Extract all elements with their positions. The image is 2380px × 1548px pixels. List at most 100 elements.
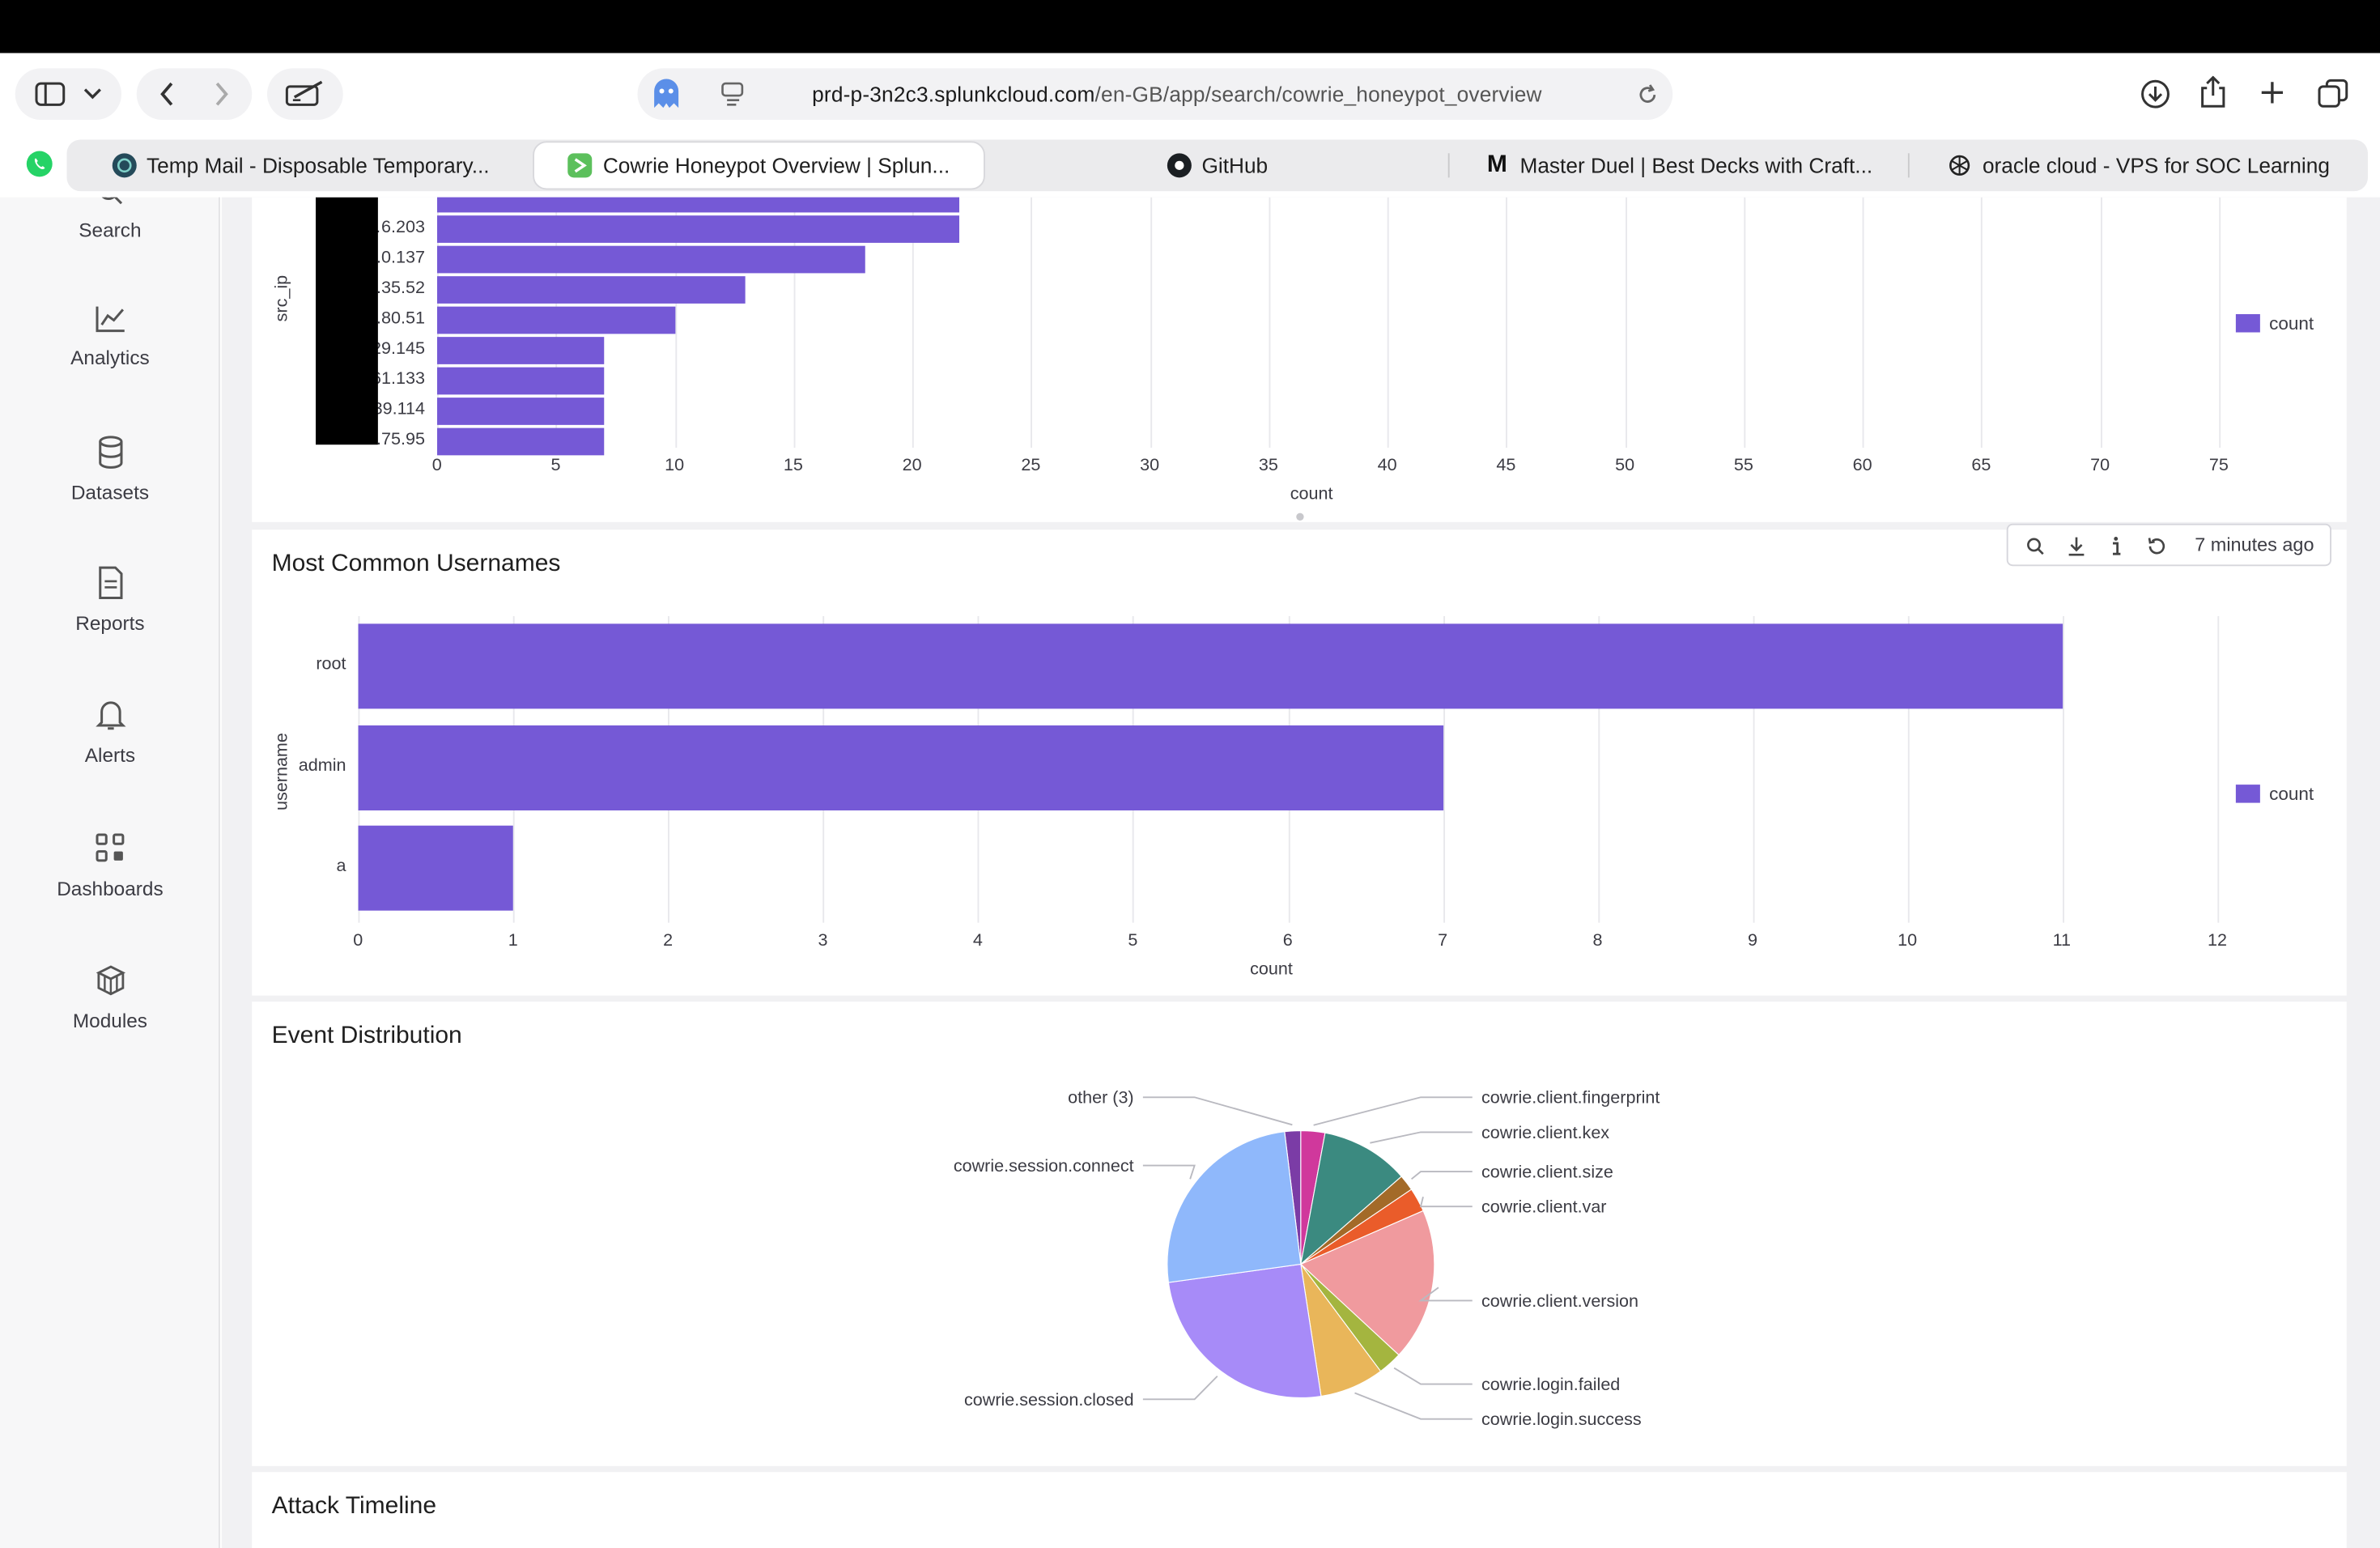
tab-temp-mail[interactable]: Temp Mail - Disposable Temporary... bbox=[67, 139, 535, 191]
bar bbox=[437, 337, 604, 364]
address-bar[interactable]: prd-p-3n2c3.splunkcloud.com/en-GB/app/se… bbox=[637, 68, 1673, 121]
leader-line bbox=[1142, 1376, 1218, 1401]
refresh-icon[interactable] bbox=[2146, 536, 2167, 557]
gridline bbox=[1031, 197, 1033, 448]
gridline bbox=[793, 197, 796, 448]
info-icon[interactable] bbox=[2110, 536, 2122, 557]
temp-mail-favicon bbox=[111, 153, 136, 178]
download-icon[interactable] bbox=[2068, 536, 2086, 557]
x-tick-label: 45 bbox=[1496, 457, 1516, 475]
url-text: prd-p-3n2c3.splunkcloud.com/en-GB/app/se… bbox=[812, 82, 1542, 106]
sidebar-item-label: Modules bbox=[72, 1009, 147, 1032]
x-tick-label: 70 bbox=[2090, 457, 2110, 475]
bar bbox=[437, 197, 960, 212]
x-tick-label: 1 bbox=[508, 931, 518, 950]
url-host: prd-p-3n2c3.splunkcloud.com bbox=[812, 82, 1095, 107]
dashboard-grid-icon bbox=[95, 833, 124, 862]
gridline bbox=[1443, 616, 1445, 923]
gridline bbox=[1597, 616, 1600, 923]
pie-slice[interactable] bbox=[1300, 1132, 1403, 1265]
tab-cowrie-honeypot-overview[interactable]: Cowrie Honeypot Overview | Splun... bbox=[533, 141, 985, 190]
gridline bbox=[1506, 197, 1508, 448]
sidebar-item-dashboards[interactable]: Dashboards bbox=[0, 831, 219, 900]
legend-label: count bbox=[2269, 313, 2314, 334]
downloads-icon[interactable] bbox=[2140, 79, 2171, 108]
x-tick-label: 10 bbox=[665, 457, 685, 475]
x-tick-label: 11 bbox=[2052, 931, 2071, 950]
leader-line bbox=[1142, 1096, 1293, 1126]
bar bbox=[358, 825, 513, 911]
tab-master-duel[interactable]: M Master Duel | Best Decks with Craft... bbox=[1450, 139, 1908, 191]
sidebar-item-modules[interactable]: Modules bbox=[0, 963, 219, 1032]
pie-label: cowrie.client.size bbox=[1481, 1162, 1613, 1182]
x-tick-label: 55 bbox=[1733, 457, 1753, 475]
x-tick-label: 75 bbox=[2208, 457, 2229, 475]
bar bbox=[437, 215, 960, 242]
page-menu-icon[interactable] bbox=[721, 82, 746, 106]
gridline bbox=[2219, 197, 2221, 448]
history-nav bbox=[136, 68, 253, 121]
leader-line bbox=[1313, 1096, 1473, 1126]
tab-bar: Temp Mail - Disposable Temporary... Cowr… bbox=[0, 136, 2380, 198]
gridline bbox=[1744, 197, 1746, 448]
tab-github[interactable]: GitHub bbox=[985, 139, 1450, 191]
leader-line bbox=[1411, 1171, 1473, 1180]
sidebar-toggle-button[interactable] bbox=[15, 68, 121, 121]
bell-icon bbox=[95, 701, 125, 730]
back-icon[interactable] bbox=[159, 82, 175, 106]
x-tick-label: 8 bbox=[1592, 931, 1603, 950]
sidebar-item-alerts[interactable]: Alerts bbox=[0, 698, 219, 767]
pie-label: cowrie.client.fingerprint bbox=[1481, 1087, 1660, 1108]
gridline bbox=[2062, 616, 2064, 923]
tab-oracle-cloud[interactable]: oracle cloud - VPS for SOC Learning bbox=[1910, 139, 2368, 191]
app-sidebar: Search Analytics Datasets Reports Alerts… bbox=[0, 197, 220, 1548]
x-axis-label: count bbox=[1250, 960, 1293, 980]
sidebar-item-reports[interactable]: Reports bbox=[0, 566, 219, 635]
x-tick-label: 25 bbox=[1021, 457, 1041, 475]
x-tick-label: 7 bbox=[1438, 931, 1448, 950]
url-path: /en-GB/app/search/cowrie_honeypot_overvi… bbox=[1094, 82, 1542, 107]
panel-title: Most Common Usernames bbox=[271, 551, 561, 577]
search-icon bbox=[100, 197, 122, 205]
new-tab-icon[interactable] bbox=[2260, 80, 2284, 104]
bar bbox=[437, 306, 675, 334]
event-pie-chart: other (3) cowrie.client.fingerprint cowrie… bbox=[954, 1087, 1660, 1429]
tab-overview-icon[interactable] bbox=[2318, 79, 2348, 108]
whatsapp-icon[interactable] bbox=[26, 151, 53, 178]
pie-slice[interactable] bbox=[1167, 1131, 1302, 1283]
search-icon[interactable] bbox=[2026, 538, 2045, 555]
resize-handle[interactable] bbox=[1296, 512, 1304, 521]
bar bbox=[358, 725, 1443, 810]
x-tick-label: 0 bbox=[353, 931, 363, 950]
leader-line bbox=[1370, 1131, 1473, 1144]
tab-separator bbox=[1907, 153, 1910, 178]
x-tick-label: 65 bbox=[1971, 457, 1991, 475]
sidebar-item-analytics[interactable]: Analytics bbox=[0, 304, 219, 369]
pie-label: cowrie.login.success bbox=[1481, 1409, 1642, 1429]
x-tick-label: 5 bbox=[1128, 931, 1138, 950]
pie-slice[interactable] bbox=[1167, 1263, 1322, 1398]
sidebar-item-search[interactable]: Search bbox=[0, 197, 219, 241]
x-tick-label: 12 bbox=[2207, 931, 2227, 950]
extension-button[interactable] bbox=[267, 68, 343, 121]
sidebar-item-datasets[interactable]: Datasets bbox=[0, 436, 219, 504]
ghost-extension-icon[interactable] bbox=[651, 78, 682, 111]
macos-menu-bar bbox=[0, 0, 2380, 53]
share-icon[interactable] bbox=[2199, 75, 2227, 109]
cubes-icon bbox=[95, 965, 125, 996]
panel-attack-timeline: Attack Timeline bbox=[252, 1472, 2347, 1548]
x-tick-label: 40 bbox=[1377, 457, 1397, 475]
reload-icon[interactable] bbox=[1636, 83, 1659, 106]
legend-label: count bbox=[2269, 783, 2314, 805]
sidebar-item-label: Reports bbox=[75, 611, 145, 635]
pie-slice[interactable] bbox=[1299, 1210, 1435, 1356]
dashboard-canvas: 0 5 10 15 20 25 30 35 40 45 50 55 60 65 70 75 51.…6.203 1… bbox=[221, 197, 2380, 1548]
forward-icon[interactable] bbox=[214, 82, 229, 106]
pie-label: cowrie.client.kex bbox=[1481, 1122, 1609, 1142]
document-icon bbox=[98, 566, 122, 600]
x-tick-label: 9 bbox=[1747, 931, 1757, 950]
gridline bbox=[912, 197, 914, 448]
leader-line bbox=[1419, 1197, 1473, 1208]
legend-swatch bbox=[2235, 785, 2260, 803]
github-favicon bbox=[1167, 153, 1192, 178]
